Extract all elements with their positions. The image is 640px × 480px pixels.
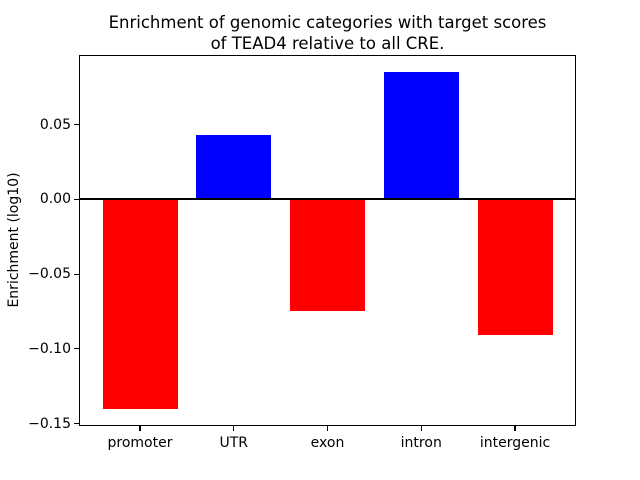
plot-area — [80, 56, 575, 425]
x-tick-mark — [139, 426, 141, 431]
x-tick-label-exon: exon — [310, 435, 345, 451]
y-tick-label: −0.10 — [28, 340, 71, 357]
bar-UTR — [196, 135, 272, 200]
x-tick-label-intergenic: intergenic — [479, 435, 551, 451]
chart-title-line1: Enrichment of genomic categories with ta… — [108, 13, 547, 32]
x-tick-mark — [420, 426, 422, 431]
x-tick-mark — [514, 426, 516, 431]
y-tick-mark — [74, 198, 79, 200]
y-tick-mark — [74, 273, 79, 275]
chart-title: Enrichment of genomic categories with ta… — [80, 13, 575, 54]
zero-line — [80, 198, 575, 201]
y-tick-label: −0.15 — [28, 415, 71, 432]
y-tick-mark — [74, 348, 79, 350]
bar-intron — [383, 72, 459, 200]
x-tick-label-intron: intron — [400, 435, 442, 451]
y-tick-mark — [74, 124, 79, 126]
bar-promoter — [102, 199, 178, 409]
y-tick-label: 0.00 — [39, 191, 71, 208]
x-tick-mark — [233, 426, 235, 431]
bar-intergenic — [477, 199, 553, 336]
x-tick-mark — [326, 426, 329, 431]
y-tick-label: 0.05 — [39, 116, 71, 133]
x-tick-label-promoter: promoter — [107, 435, 173, 451]
bar-exon — [290, 199, 365, 312]
y-tick-label: −0.05 — [28, 266, 71, 283]
chart-title-line2: of TEAD4 relative to all CRE. — [210, 33, 445, 53]
y-tick-mark — [74, 422, 79, 425]
x-tick-label-UTR: UTR — [219, 435, 249, 451]
